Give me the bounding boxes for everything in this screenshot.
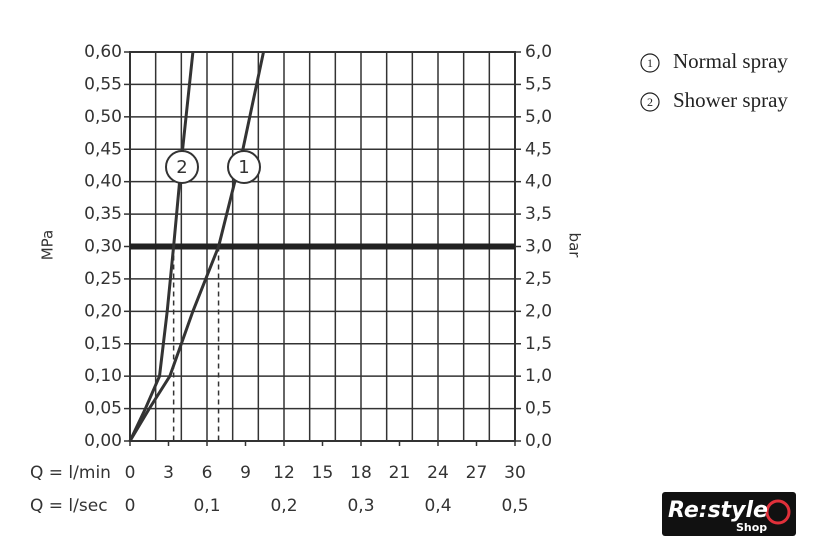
y2-tick-label: 4,0	[525, 172, 552, 192]
y2-tick-label: 5,0	[525, 107, 552, 127]
logo: Re:style Shop	[662, 492, 796, 536]
curve-label: 1	[238, 157, 249, 178]
series-line	[128, 51, 265, 442]
x2-tick-label: 0	[125, 496, 136, 516]
y-tick-label: 0,60	[84, 42, 122, 62]
y-tick-label: 0,15	[84, 334, 122, 354]
legend-marker-circle	[640, 53, 660, 73]
y-tick-label: 0,05	[84, 399, 122, 419]
y2-tick-label: 3,0	[525, 237, 552, 257]
y-tick-label: 0,20	[84, 301, 122, 321]
x-tick-label: 24	[427, 463, 449, 483]
y2-tick-label: 1,0	[525, 366, 552, 386]
y-tick-label: 0,50	[84, 107, 122, 127]
y2-tick-label: 6,0	[525, 42, 552, 62]
curve-label-circle	[227, 150, 261, 184]
y2-tick-label: 2,0	[525, 301, 552, 321]
y-axis-label: MPa	[39, 230, 57, 261]
x-tick-label: 0	[125, 463, 136, 483]
logo-sub: Shop	[736, 521, 767, 534]
legend-label: Normal spray	[673, 49, 788, 73]
series-line	[128, 51, 195, 442]
x-tick-label: 15	[312, 463, 334, 483]
x-tick-label: 30	[504, 463, 526, 483]
x-tick-label: 18	[350, 463, 372, 483]
x-tick-label: 12	[273, 463, 295, 483]
curve-label: 2	[176, 157, 187, 178]
y2-tick-label: 0,0	[525, 431, 552, 451]
legend-marker: 1	[647, 56, 653, 70]
x2-axis-label: Q = l/sec	[30, 496, 108, 516]
legend-label: Shower spray	[673, 88, 788, 112]
x-tick-label: 21	[389, 463, 411, 483]
y2-axis-label: bar	[566, 233, 584, 259]
y-tick-label: 0,30	[84, 237, 122, 257]
y-tick-label: 0,55	[84, 74, 122, 94]
y2-tick-label: 1,5	[525, 334, 552, 354]
y-tick-label: 0,45	[84, 139, 122, 159]
x-tick-label: 9	[240, 463, 251, 483]
y-tick-label: 0,35	[84, 204, 122, 224]
x2-tick-label: 0,1	[193, 496, 220, 516]
x2-tick-label: 0,5	[501, 496, 528, 516]
logo-icon	[765, 499, 791, 525]
legend-marker-circle	[640, 92, 660, 112]
y-tick-label: 0,40	[84, 172, 122, 192]
x-axis-label: Q = l/min	[30, 463, 111, 483]
y2-tick-label: 3,5	[525, 204, 552, 224]
y-tick-label: 0,10	[84, 366, 122, 386]
x-tick-label: 6	[202, 463, 213, 483]
logo-text: Re:style	[668, 498, 768, 523]
x-tick-label: 27	[466, 463, 488, 483]
logo-bg	[662, 492, 796, 536]
x2-tick-label: 0,3	[347, 496, 374, 516]
y2-tick-label: 2,5	[525, 269, 552, 289]
y2-tick-label: 5,5	[525, 74, 552, 94]
y2-tick-label: 0,5	[525, 399, 552, 419]
curve-label-circle	[165, 150, 199, 184]
legend-marker: 2	[647, 95, 653, 109]
y2-tick-label: 4,5	[525, 139, 552, 159]
y-tick-label: 0,25	[84, 269, 122, 289]
x2-tick-label: 0,2	[270, 496, 297, 516]
x-tick-label: 3	[163, 463, 174, 483]
x2-tick-label: 0,4	[424, 496, 451, 516]
y-tick-label: 0,00	[84, 431, 122, 451]
